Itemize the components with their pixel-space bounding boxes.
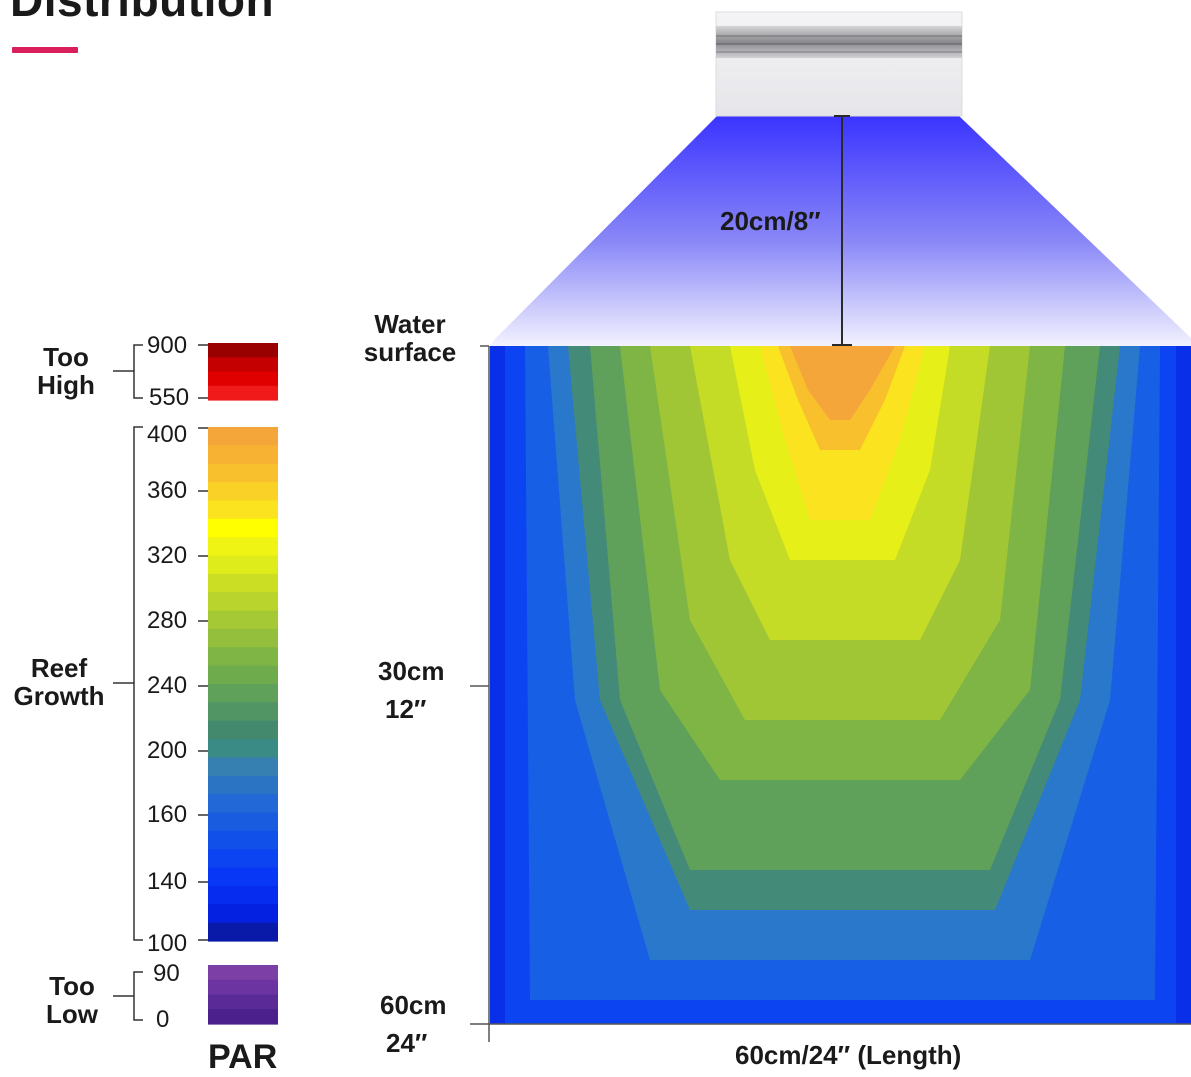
legend-group-reef-growth: Reef Growth: [6, 654, 112, 710]
legend-color-band: [208, 427, 278, 446]
legend-color-band: [208, 357, 278, 373]
legend-color-band: [208, 794, 278, 814]
legend-tick-label: 360: [147, 477, 188, 504]
legend-brackets: [113, 344, 143, 1021]
par-unit-label: PAR: [208, 1038, 278, 1076]
legend-color-band: [208, 555, 278, 575]
legend-color-band: [208, 482, 278, 502]
legend-group-label-line2: Growth: [13, 681, 105, 711]
too-high-color-bar: [208, 343, 278, 401]
legend-color-band: [208, 867, 278, 887]
legend-group-label-line2: High: [37, 370, 95, 400]
legend-color-band: [208, 610, 278, 630]
legend-color-band: [208, 757, 278, 777]
tank-length-label: 60cm/24″ (Length): [735, 1040, 962, 1070]
legend-tick-label: 0: [156, 1006, 170, 1033]
bottom-depth-cm-label: 60cm: [380, 990, 447, 1020]
legend-tick-label: 550: [149, 384, 190, 411]
legend-color-band: [208, 720, 278, 740]
legend-color-band: [208, 994, 278, 1010]
fixture-distance-label: 20cm/8″: [720, 206, 821, 236]
legend-group-label-line1: Too: [49, 971, 95, 1001]
bottom-depth-in-label: 24″: [386, 1028, 428, 1058]
legend-tick-marks: [198, 344, 208, 941]
legend-group-too-low: Too Low: [32, 972, 112, 1028]
water-surface-label-line1: Water: [374, 309, 446, 339]
legend-color-band: [208, 385, 278, 401]
legend-tick-label: 900: [147, 332, 188, 359]
legend-tick-label: 320: [147, 542, 188, 569]
legend-color-band: [208, 812, 278, 832]
mid-depth-cm-label: 30cm: [378, 656, 445, 686]
legend-color-band: [208, 343, 278, 358]
legend-color-band: [208, 647, 278, 667]
legend-tick-label: 90: [153, 960, 180, 987]
legend-color-band: [208, 665, 278, 685]
page-title: Distribution: [10, 0, 275, 26]
legend-color-band: [208, 463, 278, 483]
legend-group-label-line2: Low: [46, 999, 98, 1029]
legend-color-band: [208, 537, 278, 557]
legend-group-too-high: Too High: [26, 343, 106, 399]
legend-color-band: [208, 775, 278, 795]
legend-tick-label: 400: [147, 421, 188, 448]
too-low-color-bar: [208, 965, 278, 1025]
legend-color-band: [208, 849, 278, 869]
legend-color-band: [208, 500, 278, 520]
legend-color-band: [208, 1009, 278, 1025]
legend-color-band: [208, 371, 278, 387]
legend-tick-label: 200: [147, 737, 188, 764]
legend-color-band: [208, 904, 278, 924]
legend-color-band: [208, 445, 278, 465]
legend-color-band: [208, 979, 278, 996]
legend-color-band: [208, 702, 278, 722]
par-heatmap: [490, 346, 1191, 1024]
legend-color-band: [208, 739, 278, 759]
legend-color-band: [208, 518, 278, 538]
title-accent-bar: [12, 47, 78, 53]
legend-group-label-line1: Too: [43, 342, 89, 372]
legend-color-band: [208, 684, 278, 703]
legend-tick-label: 160: [147, 801, 188, 828]
legend-group-label-line1: Reef: [30, 653, 88, 683]
legend-tick-label: 100: [147, 930, 188, 957]
legend-color-band: [208, 885, 278, 905]
legend-tick-label: 240: [147, 672, 188, 699]
mid-depth-in-label: 12″: [385, 694, 427, 724]
legend-tick-label: 280: [147, 607, 188, 634]
legend-color-band: [208, 922, 278, 942]
depth-axis: [470, 345, 1191, 1042]
distance-indicator: [832, 115, 852, 346]
legend-tick-label: 140: [147, 868, 188, 895]
legend-color-band: [208, 592, 278, 612]
light-beam: [490, 115, 1191, 346]
reef-growth-color-bar: [208, 427, 278, 942]
legend-color-band: [208, 965, 278, 981]
legend-color-band: [208, 830, 278, 850]
water-surface-label: Water surface: [360, 310, 460, 366]
water-surface-label-line2: surface: [363, 337, 457, 367]
legend-color-band: [208, 628, 278, 648]
legend-color-band: [208, 573, 278, 593]
light-fixture: [715, 11, 963, 117]
